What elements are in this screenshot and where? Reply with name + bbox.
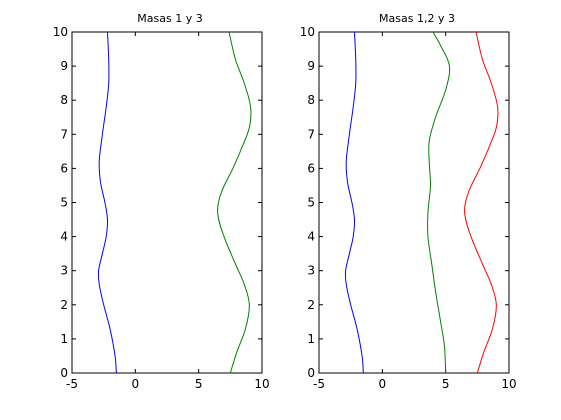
- x-tick-label: -5: [313, 377, 325, 391]
- series-line-0: [344, 31, 364, 374]
- chart-title: Masas 1,2 y 3: [379, 12, 455, 25]
- y-tick-label: 0: [60, 366, 68, 380]
- y-tick-label: 8: [307, 93, 315, 107]
- x-tick-label: 5: [442, 377, 450, 391]
- y-tick-label: 10: [53, 25, 68, 39]
- series-line-1: [427, 31, 451, 374]
- y-tick-label: 4: [307, 230, 315, 244]
- y-tick-label: 1: [307, 332, 315, 346]
- chart-title: Masas 1 y 3: [137, 12, 202, 25]
- y-tick-label: 3: [307, 264, 315, 278]
- x-tick-label: 5: [195, 377, 203, 391]
- series-line-0: [97, 31, 117, 374]
- axes-box: [318, 31, 510, 374]
- y-tick-label: 0: [307, 366, 315, 380]
- y-tick-label: 6: [307, 161, 315, 175]
- y-tick-label: 5: [60, 196, 68, 210]
- y-tick-label: 6: [60, 161, 68, 175]
- y-tick-label: 4: [60, 230, 68, 244]
- y-tick-label: 5: [307, 196, 315, 210]
- y-tick-label: 2: [60, 298, 68, 312]
- y-tick-label: 9: [307, 59, 315, 73]
- y-tick-label: 8: [60, 93, 68, 107]
- x-tick-label: -5: [66, 377, 78, 391]
- x-tick-label: 0: [132, 377, 140, 391]
- y-tick-label: 10: [300, 25, 315, 39]
- y-tick-label: 7: [307, 127, 315, 141]
- y-tick-label: 9: [60, 59, 68, 73]
- series-line-1: [217, 31, 252, 374]
- y-tick-label: 7: [60, 127, 68, 141]
- x-tick-label: 10: [254, 377, 269, 391]
- x-tick-label: 10: [501, 377, 516, 391]
- y-tick-label: 2: [307, 298, 315, 312]
- y-tick-label: 1: [60, 332, 68, 346]
- y-tick-label: 3: [60, 264, 68, 278]
- x-tick-label: 0: [379, 377, 387, 391]
- axes-box: [71, 31, 263, 374]
- series-line-2: [464, 31, 499, 374]
